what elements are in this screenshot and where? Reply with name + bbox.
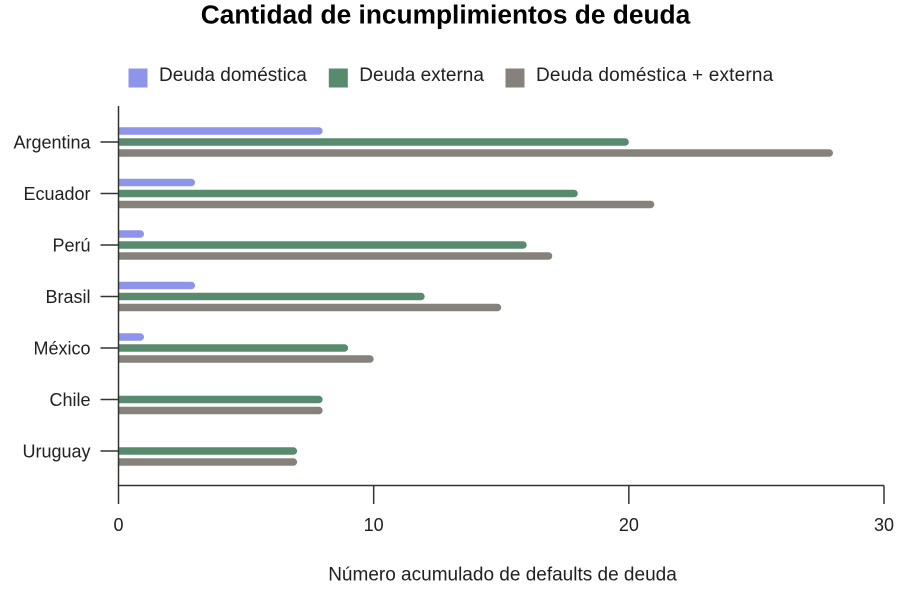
svg-text:10: 10 — [364, 515, 384, 535]
svg-text:Chile: Chile — [49, 390, 90, 410]
svg-text:Uruguay: Uruguay — [22, 442, 90, 462]
svg-text:20: 20 — [619, 515, 639, 535]
svg-text:Deuda doméstica: Deuda doméstica — [159, 65, 307, 86]
svg-text:Deuda doméstica + externa: Deuda doméstica + externa — [536, 65, 774, 86]
svg-text:30: 30 — [874, 515, 894, 535]
svg-text:Argentina: Argentina — [13, 133, 91, 153]
svg-text:0: 0 — [113, 515, 123, 535]
svg-text:Perú: Perú — [52, 236, 90, 256]
svg-text:México: México — [33, 339, 90, 359]
svg-text:Cantidad de incumplimientos de: Cantidad de incumplimientos de deuda — [201, 0, 691, 30]
svg-text:Brasil: Brasil — [45, 287, 90, 307]
svg-text:Deuda externa: Deuda externa — [359, 65, 484, 86]
svg-text:Número acumulado de defaults d: Número acumulado de defaults de deuda — [328, 565, 677, 586]
svg-text:Ecuador: Ecuador — [23, 184, 90, 204]
